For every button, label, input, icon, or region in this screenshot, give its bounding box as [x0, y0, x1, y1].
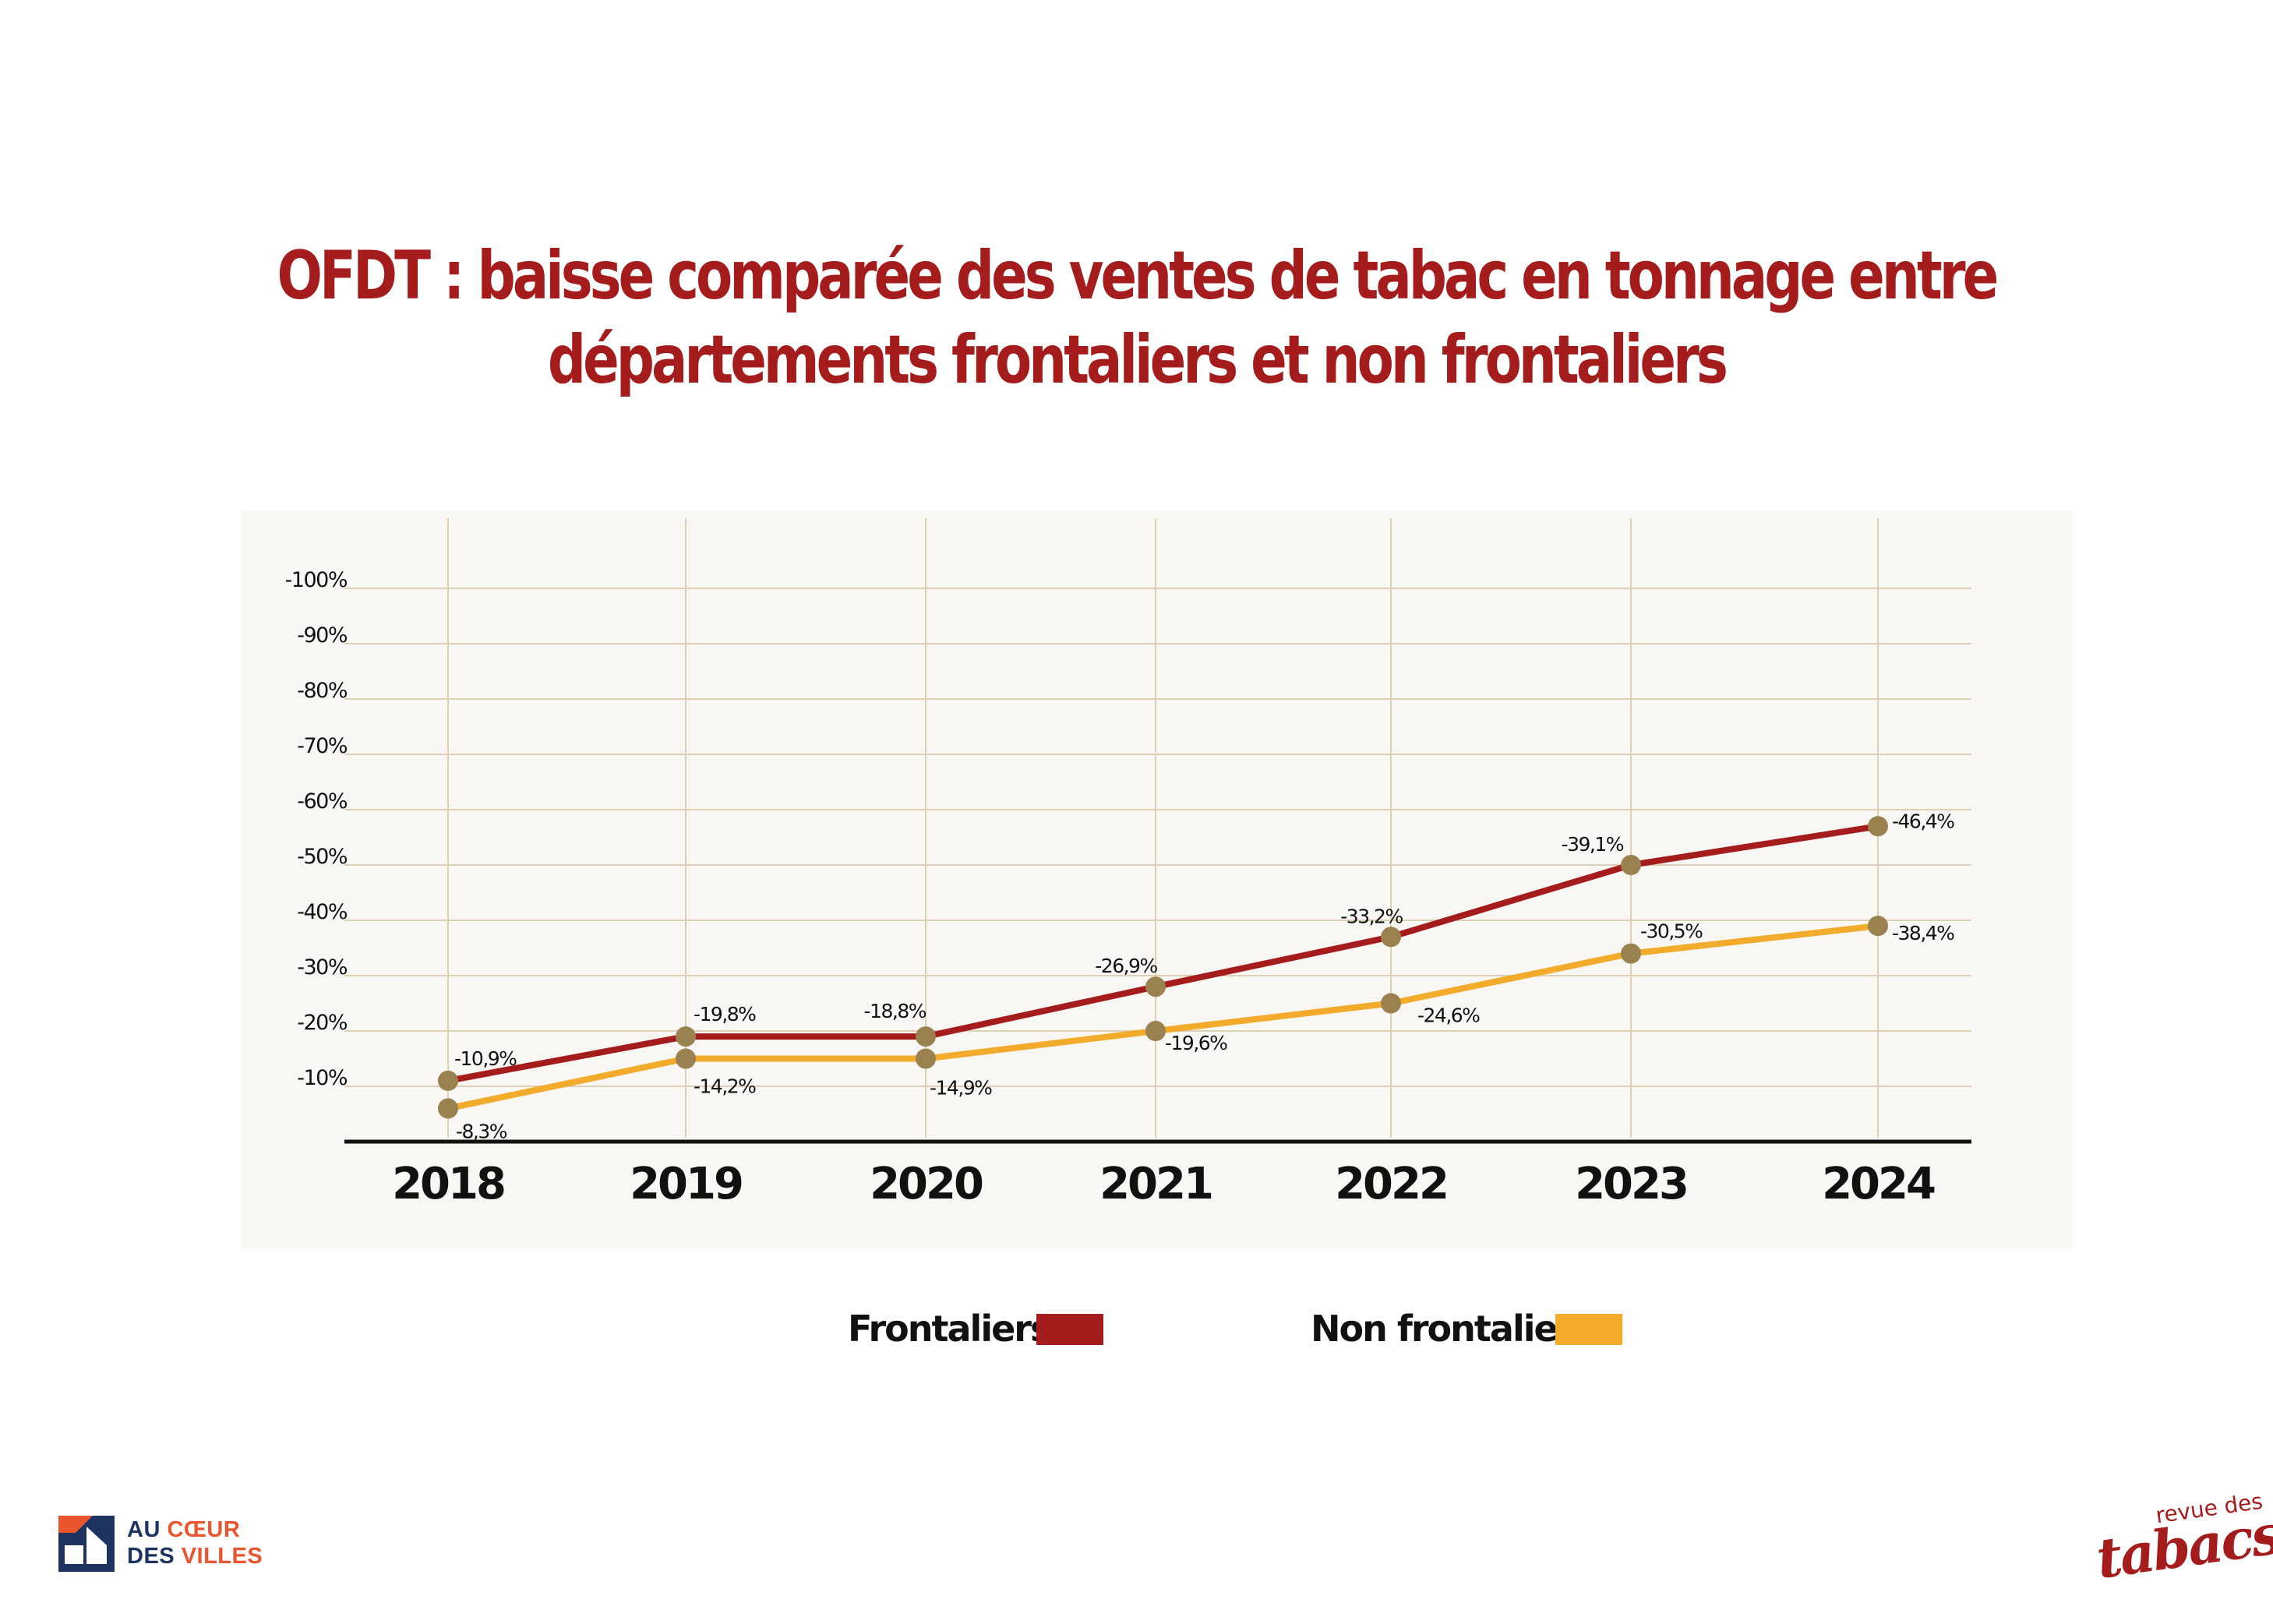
y-tick-label: -10%: [297, 1066, 348, 1090]
data-label: -19,8%: [694, 1003, 756, 1026]
x-tick-label: 2024: [1822, 1159, 1935, 1209]
grid: [344, 518, 1971, 1138]
data-point: [1868, 816, 1888, 837]
y-tick-label: -80%: [297, 679, 348, 703]
data-point: [438, 1070, 458, 1091]
legend-label-non-frontaliers: Non frontaliers: [1311, 1308, 1594, 1350]
data-point: [1145, 1021, 1166, 1041]
y-tick-label: -100%: [285, 568, 348, 592]
data-label: -14,9%: [930, 1077, 992, 1100]
legend-swatch-frontaliers: [1036, 1314, 1103, 1345]
y-tick-label: -60%: [297, 789, 348, 814]
chart-title: OFDT : baisse comparée des ventes de tab…: [228, 234, 2046, 402]
data-label: -19,6%: [1165, 1032, 1227, 1054]
logo-text-villes: VILLES: [181, 1544, 263, 1569]
au-coeur-des-villes-logo: AU CŒUR DES VILLES: [58, 1516, 263, 1576]
data-point: [1381, 993, 1401, 1014]
data-label: -26,9%: [1095, 955, 1157, 977]
data-point: [1621, 855, 1641, 875]
x-tick-label: 2023: [1575, 1159, 1687, 1209]
y-tick-label: -90%: [297, 623, 348, 648]
x-tick-label: 2020: [870, 1159, 983, 1209]
data-label: -24,6%: [1417, 1004, 1480, 1027]
data-label: -18,8%: [864, 1000, 926, 1022]
data-label: -38,4%: [1892, 922, 1954, 944]
x-tick-label: 2018: [392, 1159, 504, 1209]
data-point: [1868, 916, 1888, 937]
data-label: -14,2%: [694, 1075, 756, 1098]
house-logo-icon: [58, 1516, 115, 1572]
data-label: -8,3%: [456, 1120, 507, 1142]
y-tick-label: -70%: [297, 734, 348, 758]
data-label: -39,1%: [1562, 833, 1624, 856]
x-tick-label: 2022: [1335, 1159, 1447, 1209]
series-data-labels: -10,9% -19,8% -18,8% -26,9% -33,2% -39,1% -46,…: [454, 810, 1956, 1142]
logo-text-au: AU: [127, 1517, 168, 1542]
data-point: [916, 1048, 936, 1069]
y-tick-label: -30%: [297, 955, 348, 980]
y-tick-label: -50%: [297, 845, 348, 869]
chart-title-line-2: départements frontaliers et non frontali…: [547, 321, 1728, 399]
chart-title-line-1: OFDT : baisse comparée des ventes de tab…: [277, 237, 1999, 315]
data-label: -46,4%: [1892, 810, 1954, 832]
data-point: [1145, 976, 1166, 997]
data-point: [676, 1048, 696, 1069]
data-point: [1621, 943, 1641, 964]
legend-swatch-non-frontaliers: [1555, 1314, 1622, 1345]
logo-text-coeur: CŒUR: [167, 1517, 241, 1542]
x-tick-label: 2021: [1099, 1159, 1212, 1209]
y-tick-label: -20%: [297, 1011, 348, 1035]
data-point: [438, 1098, 458, 1119]
data-label: -10,9%: [454, 1047, 517, 1070]
data-point: [1381, 927, 1401, 948]
x-tick-label: 2019: [630, 1159, 742, 1209]
y-axis-tick-labels: -10% -20% -30% -40% -50% -60% -70% -80% -90% -100…: [285, 568, 349, 1090]
legend-label-frontaliers: Frontaliers: [848, 1308, 1051, 1350]
logo-text-des: DES: [127, 1544, 182, 1569]
y-tick-label: -40%: [297, 900, 348, 924]
revue-des-tabacs-logo: revue des tabacs: [2088, 1488, 2273, 1591]
chart-panel: [242, 510, 2073, 1248]
data-point: [676, 1026, 696, 1047]
data-label: -33,2%: [1340, 905, 1403, 927]
x-axis-tick-labels: 2018 2019 2020 2021 2022 2023 2024: [392, 1159, 1937, 1209]
data-point: [916, 1026, 936, 1047]
data-label: -30,5%: [1640, 920, 1703, 943]
series-points: [438, 816, 1888, 1119]
